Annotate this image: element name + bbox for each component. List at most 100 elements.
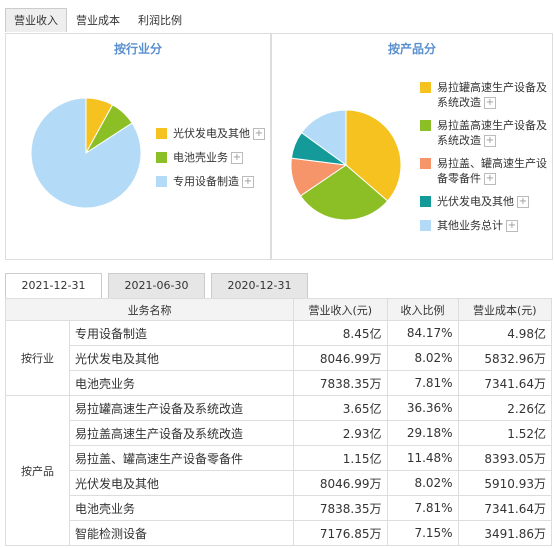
table-cell: 8.02% (386, 470, 459, 496)
legend-swatch (420, 120, 431, 131)
table-cell: 7.81% (386, 370, 459, 396)
header-cell: 营业成本(元) (457, 298, 553, 321)
table-cell: 7.81% (386, 495, 459, 521)
pie-slice (345, 109, 402, 202)
pie-slice (299, 164, 389, 221)
legend-text: 电池壳业务 (173, 151, 228, 164)
legend-item: 易拉罐高速生产设备及系统改造 + (420, 80, 549, 110)
table-row: 光伏发电及其他 8046.99万 8.02% 5910.93万 (6, 470, 553, 496)
table-cell: 2.93亿 (293, 420, 388, 446)
legend-item: 其他业务总计 + (420, 218, 549, 233)
table-cell: 光伏发电及其他 (68, 470, 295, 496)
chart-panel: 按行业分 光伏发电及其他 + 电池壳业务 + 专用设备制造 + (5, 33, 271, 260)
expand-button[interactable]: + (484, 97, 496, 109)
legend-text: 光伏发电及其他 (173, 127, 250, 140)
expand-button[interactable]: + (506, 220, 518, 232)
table-cell: 7341.64万 (457, 495, 553, 521)
pie (290, 109, 402, 221)
legend-swatch (156, 152, 167, 163)
legend-item: 光伏发电及其他 + (156, 126, 273, 141)
legend-text: 其他业务总计 (437, 219, 503, 232)
table-cell: 易拉盖高速生产设备及系统改造 (68, 420, 295, 446)
legend-swatch (420, 220, 431, 231)
table-cell: 7341.64万 (457, 370, 553, 396)
table-row: 智能检测设备 7176.85万 7.15% 3491.86万 (6, 520, 553, 546)
date-tab[interactable]: 2021-12-31 (5, 273, 102, 298)
legend-label: 专用设备制造 + (173, 174, 273, 189)
legend-label: 易拉盖、罐高速生产设备零备件 + (437, 156, 549, 186)
legend-item: 专用设备制造 + (156, 174, 273, 189)
table-cell: 4.98亿 (457, 320, 553, 346)
table-cell: 2.26亿 (457, 395, 553, 421)
table-cell: 5910.93万 (457, 470, 553, 496)
table-cell: 5832.96万 (457, 345, 553, 371)
table-cell: 电池壳业务 (68, 370, 295, 396)
legend-item: 易拉盖高速生产设备及系统改造 + (420, 118, 549, 148)
table-cell: 8.45亿 (293, 320, 388, 346)
expand-button[interactable]: + (231, 152, 243, 164)
legend-label: 易拉盖高速生产设备及系统改造 + (437, 118, 549, 148)
table-row: 按行业 专用设备制造 8.45亿 84.17% 4.98亿 (5, 320, 553, 396)
legend-text: 易拉罐高速生产设备及系统改造 (437, 81, 547, 109)
legend-label: 光伏发电及其他 + (173, 126, 273, 141)
table-cell: 8046.99万 (293, 470, 388, 496)
table-row: 易拉盖、罐高速生产设备零备件 1.15亿 11.48% 8393.05万 (6, 445, 553, 471)
group-cell: 按行业 (5, 320, 70, 396)
header-cell: 业务名称 (4, 298, 295, 321)
table-cell: 7838.35万 (293, 370, 388, 396)
table-cell: 36.36% (386, 395, 459, 421)
date-tab[interactable]: 2021-06-30 (108, 273, 205, 298)
pie-slice (300, 109, 347, 166)
legend-label: 电池壳业务 + (173, 150, 273, 165)
legend-label: 其他业务总计 + (437, 218, 549, 233)
tab[interactable]: 营业收入 (5, 8, 67, 32)
table-cell: 8.02% (386, 345, 459, 371)
data-table: 业务名称 营业收入(元) 收入比例 营业成本(元) 按行业 专用设备制造 8.45亿 84.1… (4, 298, 553, 546)
chart-title: 按行业分 (113, 42, 162, 56)
table-cell: 1.15亿 (293, 445, 388, 471)
legend-label: 光伏发电及其他 + (437, 194, 549, 209)
header-row: 业务名称 营业收入(元) 收入比例 营业成本(元) (4, 298, 553, 321)
table-cell: 智能检测设备 (68, 520, 295, 546)
table-cell: 7176.85万 (293, 520, 388, 546)
group-cell: 按产品 (5, 395, 70, 546)
header-cell: 营业收入(元) (293, 298, 388, 321)
expand-button[interactable]: + (484, 173, 496, 185)
pie (30, 97, 142, 209)
chart-title: 按产品分 (387, 42, 436, 56)
table-cell: 8393.05万 (457, 445, 553, 471)
legend-text: 光伏发电及其他 (437, 195, 514, 208)
expand-button[interactable]: + (242, 176, 254, 188)
expand-button[interactable]: + (253, 128, 265, 140)
table-row: 光伏发电及其他 8046.99万 8.02% 5832.96万 (6, 345, 553, 371)
table-row: 电池壳业务 7838.35万 7.81% 7341.64万 (6, 495, 553, 521)
table-cell: 29.18% (386, 420, 459, 446)
legend-text: 易拉盖高速生产设备及系统改造 (437, 119, 547, 147)
chart-panel: 按产品分 易拉罐高速生产设备及系统改造 + 易拉盖高速生产设备及系统改造 + 易拉盖、罐高… (271, 33, 553, 260)
table-cell: 易拉罐高速生产设备及系统改造 (68, 395, 295, 421)
tab[interactable]: 营业成本 (76, 14, 120, 27)
tab-bar: 营业收入 营业成本 利润比例 (5, 8, 191, 32)
table-cell: 专用设备制造 (68, 320, 295, 346)
table-cell: 7.15% (386, 520, 459, 546)
legend-swatch (420, 158, 431, 169)
tab[interactable]: 利润比例 (138, 14, 182, 27)
table-cell: 电池壳业务 (68, 495, 295, 521)
legend-text: 易拉盖、罐高速生产设备零备件 (437, 157, 547, 185)
header-cell: 收入比例 (386, 298, 459, 321)
table-cell: 7838.35万 (293, 495, 388, 521)
table-cell: 8046.99万 (293, 345, 388, 371)
table-cell: 84.17% (386, 320, 459, 346)
date-tab[interactable]: 2020-12-31 (211, 273, 308, 298)
legend-swatch (420, 196, 431, 207)
legend-item: 电池壳业务 + (156, 150, 273, 165)
table-cell: 3491.86万 (457, 520, 553, 546)
expand-button[interactable]: + (484, 135, 496, 147)
table-row: 按产品 易拉罐高速生产设备及系统改造 3.65亿 36.36% 2.26亿 (5, 395, 553, 546)
legend-swatch (156, 176, 167, 187)
expand-button[interactable]: + (517, 196, 529, 208)
legend-label: 易拉罐高速生产设备及系统改造 + (437, 80, 549, 110)
legend-swatch (156, 128, 167, 139)
legend-item: 易拉盖、罐高速生产设备零备件 + (420, 156, 549, 186)
